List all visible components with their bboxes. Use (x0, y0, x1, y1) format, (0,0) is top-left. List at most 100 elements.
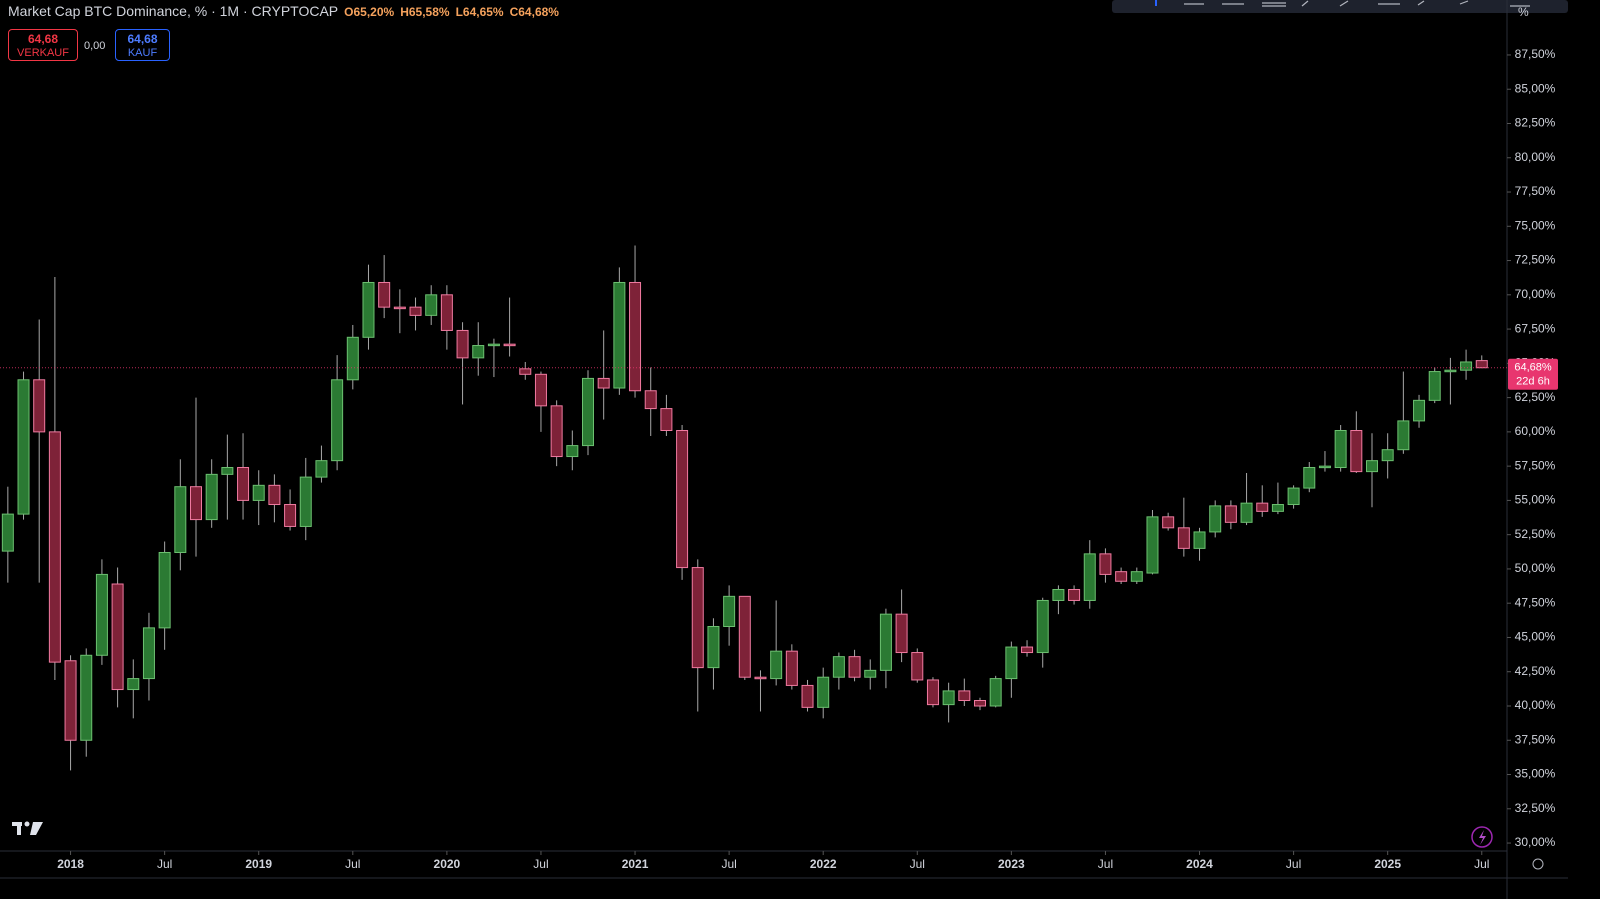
candle-body (895, 613, 908, 654)
x-tick-label: Jul (157, 857, 172, 871)
sell-price: 64,68 (27, 32, 59, 46)
header: Market Cap BTC Dominance, % · 1M · CRYPT… (8, 3, 559, 19)
x-tick-label: 2022 (810, 857, 837, 871)
x-tick-label: 2025 (1374, 857, 1401, 871)
candle-body (1287, 487, 1300, 506)
y-tick-label: 67,50% (1515, 321, 1556, 335)
candle-body (550, 405, 563, 458)
chart-title: Market Cap BTC Dominance, % · 1M · CRYPT… (8, 3, 339, 19)
candle-body (1397, 420, 1410, 451)
candle-body (974, 700, 986, 707)
candle-body (534, 373, 547, 407)
candle-body (582, 377, 594, 447)
candle-body (707, 625, 720, 669)
x-tick-label: 2019 (245, 857, 272, 871)
ohlc-high: H65,58% (400, 5, 450, 19)
y-tick-label: 60,00% (1515, 424, 1556, 438)
candle-body (1366, 460, 1378, 473)
x-tick-label: Jul (721, 857, 736, 871)
candle-body (299, 476, 312, 527)
candle-body (1256, 502, 1269, 512)
sell-button[interactable]: 64,68 VERKAUF (8, 29, 78, 61)
candle-body (48, 431, 61, 663)
buy-button[interactable]: 64,68 KAUF (115, 29, 170, 61)
y-tick-label: 32,50% (1515, 801, 1556, 815)
last-price-label: 64,68% (1514, 362, 1552, 374)
y-tick-label: 45,00% (1515, 630, 1556, 644)
candle-body (284, 504, 297, 527)
y-tick-label: 30,00% (1515, 835, 1556, 849)
y-tick-label: 40,00% (1515, 698, 1556, 712)
toolbar-icons[interactable] (1184, 0, 1530, 7)
candle-body (958, 690, 971, 702)
candle-body (1036, 599, 1049, 654)
candle-body (378, 281, 391, 308)
tv-logo (12, 821, 43, 835)
candle-body (832, 656, 845, 678)
candle-body (1444, 369, 1457, 373)
candle-body (237, 467, 250, 501)
y-tick-label: 57,50% (1515, 458, 1556, 472)
candle-body (879, 613, 892, 671)
y-tick-label: 42,50% (1515, 664, 1556, 678)
x-tick-label: Jul (910, 857, 925, 871)
scale-mode[interactable]: % (1518, 5, 1529, 19)
y-tick-label: 55,00% (1515, 493, 1556, 507)
x-tick-label: 2023 (998, 857, 1025, 871)
candle-body (1005, 646, 1018, 680)
x-tick-label: Jul (345, 857, 360, 871)
candle-body (127, 678, 140, 691)
candle-body (1052, 588, 1065, 601)
candle-body (472, 345, 485, 359)
alert-icon[interactable] (1471, 826, 1493, 848)
candle-body (1162, 516, 1175, 529)
candle-body (33, 379, 46, 433)
y-tick-label: 82,50% (1515, 116, 1556, 130)
last-price-tag (1508, 358, 1558, 390)
candle-body (1334, 430, 1347, 469)
x-tick-label: 2018 (57, 857, 84, 871)
candle-body (989, 678, 1002, 707)
candle-body (1303, 467, 1316, 489)
countdown: 22d 6h (1516, 376, 1550, 388)
candle-body (801, 684, 814, 708)
candle-body (629, 281, 642, 392)
candle-body (362, 281, 375, 338)
candle-body (597, 377, 610, 389)
candle-body (1068, 588, 1081, 601)
candle-body (425, 294, 438, 316)
candle-body (17, 379, 30, 515)
ohlc-low: L64,65% (455, 5, 504, 19)
alert-bolt (1479, 830, 1486, 845)
candle-body (1083, 553, 1096, 601)
y-tick-label: 77,50% (1515, 184, 1556, 198)
candle-body (1193, 531, 1206, 549)
candle-body (785, 650, 798, 686)
y-tick-label: 47,50% (1515, 595, 1556, 609)
candle-body (644, 390, 657, 410)
candle-body (1209, 505, 1222, 533)
y-tick-label: 50,00% (1515, 561, 1556, 575)
settings-icon[interactable] (1532, 858, 1544, 870)
candle-body (519, 368, 532, 375)
candle-body (1115, 571, 1128, 582)
candle-body (848, 656, 861, 678)
y-tick-label: 85,00% (1515, 81, 1556, 95)
y-tick-label: 75,00% (1515, 218, 1556, 232)
x-tick-label: 2024 (1186, 857, 1213, 871)
toolbar (1112, 0, 1568, 13)
y-tick-label: 80,00% (1515, 150, 1556, 164)
candle-body (1177, 527, 1190, 549)
candle-body (268, 484, 281, 506)
candle-body (174, 486, 187, 553)
candle-body (660, 408, 673, 432)
candles (1, 245, 1488, 771)
y-tick-label: 70,00% (1515, 287, 1556, 301)
candle-body (409, 306, 422, 316)
buy-label: KAUF (127, 47, 158, 59)
candle-body (1460, 361, 1473, 371)
x-tick-label: 2020 (434, 857, 461, 871)
candle-body (1318, 465, 1331, 469)
